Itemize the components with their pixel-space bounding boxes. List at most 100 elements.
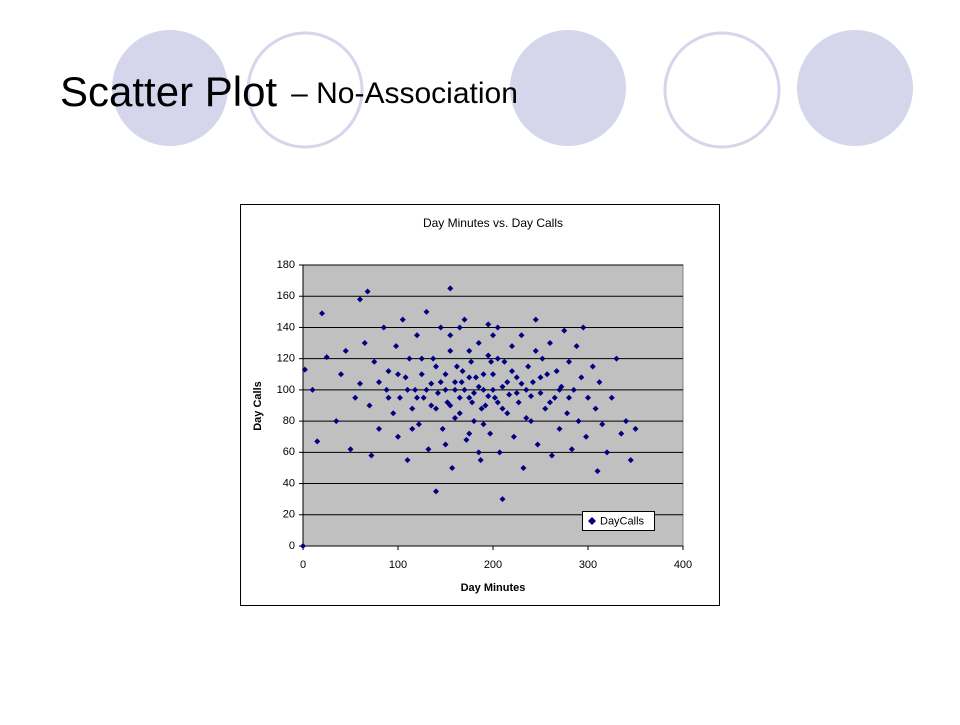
point	[433, 405, 439, 412]
point	[437, 379, 444, 386]
point	[414, 394, 420, 401]
legend	[582, 511, 655, 531]
point	[461, 316, 468, 323]
point	[447, 285, 454, 292]
point	[573, 343, 580, 350]
point	[613, 355, 620, 362]
point	[528, 393, 534, 400]
point	[518, 380, 525, 387]
point	[376, 425, 382, 432]
point	[542, 405, 549, 412]
y-tick-label: 80	[283, 415, 295, 427]
point	[513, 390, 520, 397]
point	[632, 425, 639, 432]
point	[532, 316, 539, 323]
point	[409, 425, 416, 432]
plot-area	[302, 264, 684, 547]
point	[319, 310, 325, 317]
point	[301, 366, 308, 373]
point	[589, 363, 596, 370]
point	[604, 449, 610, 456]
point	[452, 414, 458, 421]
point	[523, 386, 530, 393]
point	[537, 374, 544, 381]
point	[506, 391, 513, 398]
point	[393, 343, 400, 350]
point	[323, 354, 330, 361]
point	[568, 446, 575, 453]
point	[452, 379, 458, 386]
point	[425, 446, 432, 453]
point	[575, 418, 582, 425]
title-sub: – No-Association	[291, 77, 518, 110]
point	[596, 379, 603, 386]
point	[509, 343, 515, 350]
point	[309, 386, 316, 393]
point	[437, 324, 444, 331]
point	[357, 296, 363, 303]
chart-title: Day Minutes vs. Day Calls	[423, 216, 563, 230]
point	[420, 394, 427, 401]
point	[485, 352, 492, 359]
point	[333, 418, 340, 425]
point	[553, 368, 560, 375]
point	[556, 425, 563, 432]
point	[442, 441, 449, 448]
legend-label: DayCalls	[600, 515, 645, 527]
point	[491, 394, 498, 401]
point	[347, 446, 354, 453]
point	[352, 394, 359, 401]
decor-circle	[797, 30, 913, 146]
point	[485, 393, 492, 400]
point	[618, 430, 625, 437]
point	[539, 355, 546, 362]
point	[380, 324, 387, 331]
point	[415, 421, 422, 428]
point	[518, 332, 525, 339]
point	[513, 374, 520, 381]
point	[566, 394, 572, 401]
point	[404, 386, 411, 393]
point	[490, 332, 496, 339]
point	[504, 410, 511, 417]
decor-circle	[112, 30, 228, 146]
point	[468, 358, 475, 365]
point	[499, 496, 506, 503]
point	[532, 347, 539, 354]
point	[599, 421, 606, 428]
point	[428, 380, 435, 387]
point	[423, 386, 430, 393]
decor-circle	[510, 30, 626, 146]
point	[402, 374, 409, 381]
point	[592, 405, 599, 412]
point	[466, 347, 473, 354]
point	[418, 371, 425, 378]
point	[418, 355, 425, 362]
y-axis-label: Day Calls	[252, 381, 264, 431]
point	[434, 390, 441, 397]
point	[466, 430, 473, 437]
point	[414, 332, 420, 339]
point	[423, 308, 430, 315]
point	[466, 394, 473, 401]
point	[447, 347, 454, 354]
decor-circle	[663, 31, 781, 149]
x-tick-label: 300	[579, 559, 597, 571]
point	[556, 386, 563, 393]
point	[357, 380, 363, 387]
point	[428, 402, 435, 409]
point	[499, 383, 506, 390]
point	[433, 363, 439, 370]
y-tick-label: 180	[277, 259, 295, 271]
point	[458, 379, 465, 386]
y-tick-label: 60	[283, 446, 295, 458]
point	[548, 452, 555, 459]
x-axis-label: Day Minutes	[461, 582, 526, 594]
point	[499, 405, 506, 412]
point	[627, 457, 634, 464]
point	[342, 347, 349, 354]
point	[447, 332, 454, 339]
point	[453, 363, 460, 370]
point	[561, 327, 568, 334]
